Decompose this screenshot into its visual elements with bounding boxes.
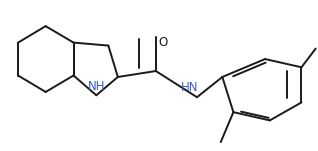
Text: HN: HN [181,81,199,94]
Text: NH: NH [87,80,105,93]
Text: O: O [158,36,167,49]
